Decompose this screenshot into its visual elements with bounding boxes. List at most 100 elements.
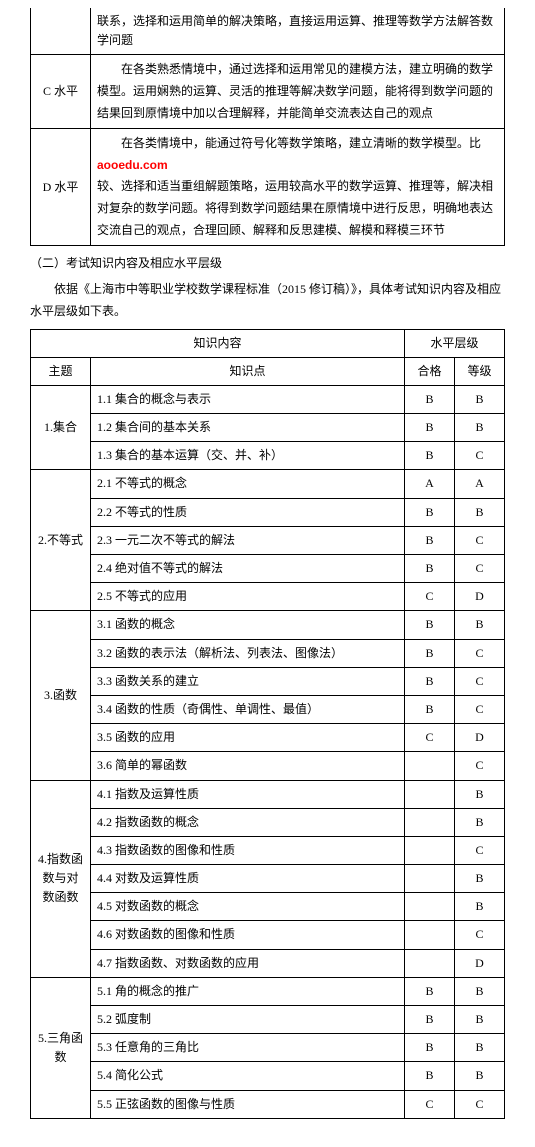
levels-table: 联系，选择和运用简单的解决策略，直接运用运算、推理等数学方法解答数学问题 C 水… xyxy=(30,8,505,246)
desc-post: 较、选择和适当重组解题策略，运用较高水平的数学运算、推理等，解决相对复杂的数学问… xyxy=(97,179,493,236)
pass-cell xyxy=(405,752,455,780)
grade-cell: B xyxy=(455,1062,505,1090)
point-cell: 3.3 函数关系的建立 xyxy=(91,667,405,695)
desc-cell: 联系，选择和运用简单的解决策略，直接运用运算、推理等数学方法解答数学问题 xyxy=(91,8,505,55)
pass-cell: B xyxy=(405,555,455,583)
knowledge-table: 知识内容 水平层级 主题 知识点 合格 等级 1.集合1.1 集合的概念与表示B… xyxy=(30,329,505,1119)
theme-cell: 5.三角函数 xyxy=(31,977,91,1118)
pass-cell: B xyxy=(405,498,455,526)
header-content: 知识内容 xyxy=(31,329,405,357)
level-cell xyxy=(31,8,91,55)
pass-cell: A xyxy=(405,470,455,498)
pass-cell xyxy=(405,949,455,977)
header-grade: 等级 xyxy=(455,357,505,385)
theme-cell: 2.不等式 xyxy=(31,470,91,611)
theme-cell: 4.指数函数与对数函数 xyxy=(31,780,91,977)
grade-cell: B xyxy=(455,414,505,442)
point-cell: 3.1 函数的概念 xyxy=(91,611,405,639)
grade-cell: D xyxy=(455,949,505,977)
pass-cell: B xyxy=(405,385,455,413)
grade-cell: B xyxy=(455,1006,505,1034)
grade-cell: C xyxy=(455,752,505,780)
point-cell: 4.2 指数函数的概念 xyxy=(91,808,405,836)
theme-cell: 1.集合 xyxy=(31,385,91,470)
pass-cell: B xyxy=(405,1034,455,1062)
point-cell: 5.4 简化公式 xyxy=(91,1062,405,1090)
grade-cell: B xyxy=(455,977,505,1005)
header-theme: 主题 xyxy=(31,357,91,385)
pass-cell: C xyxy=(405,724,455,752)
pass-cell xyxy=(405,893,455,921)
section-heading: （二）考试知识内容及相应水平层级 xyxy=(30,254,505,273)
point-cell: 5.5 正弦函数的图像与性质 xyxy=(91,1090,405,1118)
point-cell: 4.3 指数函数的图像和性质 xyxy=(91,836,405,864)
pass-cell: B xyxy=(405,695,455,723)
header-point: 知识点 xyxy=(91,357,405,385)
grade-cell: D xyxy=(455,583,505,611)
point-cell: 1.2 集合间的基本关系 xyxy=(91,414,405,442)
grade-cell: C xyxy=(455,836,505,864)
grade-cell: B xyxy=(455,865,505,893)
grade-cell: B xyxy=(455,498,505,526)
pass-cell: B xyxy=(405,1062,455,1090)
point-cell: 5.1 角的概念的推广 xyxy=(91,977,405,1005)
point-cell: 2.2 不等式的性质 xyxy=(91,498,405,526)
header-level: 水平层级 xyxy=(405,329,505,357)
grade-cell: B xyxy=(455,611,505,639)
grade-cell: B xyxy=(455,808,505,836)
desc-text: 在各类熟悉情境中，通过选择和运用常见的建模方法，建立明确的数学模型。运用娴熟的运… xyxy=(97,59,498,124)
point-cell: 2.3 一元二次不等式的解法 xyxy=(91,526,405,554)
pass-cell: B xyxy=(405,977,455,1005)
grade-cell: B xyxy=(455,385,505,413)
pass-cell: B xyxy=(405,1006,455,1034)
point-cell: 1.3 集合的基本运算（交、并、补） xyxy=(91,442,405,470)
pass-cell: B xyxy=(405,526,455,554)
point-cell: 5.2 弧度制 xyxy=(91,1006,405,1034)
theme-cell: 3.函数 xyxy=(31,611,91,780)
point-cell: 3.2 函数的表示法（解析法、列表法、图像法） xyxy=(91,639,405,667)
pass-cell xyxy=(405,808,455,836)
grade-cell: C xyxy=(455,1090,505,1118)
point-cell: 2.4 绝对值不等式的解法 xyxy=(91,555,405,583)
point-cell: 3.5 函数的应用 xyxy=(91,724,405,752)
point-cell: 2.5 不等式的应用 xyxy=(91,583,405,611)
pass-cell: B xyxy=(405,442,455,470)
level-cell: D 水平 xyxy=(31,129,91,246)
grade-cell: C xyxy=(455,442,505,470)
grade-cell: C xyxy=(455,695,505,723)
pass-cell xyxy=(405,836,455,864)
desc-pre: 在各类情境中，能通过符号化等数学策略，建立清晰的数学模型。比 xyxy=(97,136,481,150)
watermark-text: aooedu.com xyxy=(97,158,168,172)
point-cell: 5.3 任意角的三角比 xyxy=(91,1034,405,1062)
desc-cell: 在各类情境中，能通过符号化等数学策略，建立清晰的数学模型。比 aooedu.co… xyxy=(91,129,505,246)
grade-cell: B xyxy=(455,893,505,921)
pass-cell xyxy=(405,921,455,949)
grade-cell: C xyxy=(455,555,505,583)
body-paragraph: 依据《上海市中等职业学校数学课程标准（2015 修订稿）》，具体考试知识内容及相… xyxy=(30,279,505,322)
point-cell: 4.5 对数函数的概念 xyxy=(91,893,405,921)
pass-cell: B xyxy=(405,639,455,667)
desc-wrapper: 在各类情境中，能通过符号化等数学策略，建立清晰的数学模型。比 aooedu.co… xyxy=(97,133,498,241)
point-cell: 3.4 函数的性质（奇偶性、单调性、最值） xyxy=(91,695,405,723)
desc-text: 联系，选择和运用简单的解决策略，直接运用运算、推理等数学方法解答数学问题 xyxy=(97,12,498,50)
point-cell: 1.1 集合的概念与表示 xyxy=(91,385,405,413)
pass-cell: C xyxy=(405,583,455,611)
grade-cell: C xyxy=(455,921,505,949)
pass-cell: B xyxy=(405,414,455,442)
point-cell: 4.1 指数及运算性质 xyxy=(91,780,405,808)
level-cell: C 水平 xyxy=(31,55,91,129)
pass-cell xyxy=(405,780,455,808)
pass-cell: B xyxy=(405,667,455,695)
point-cell: 4.6 对数函数的图像和性质 xyxy=(91,921,405,949)
grade-cell: B xyxy=(455,780,505,808)
desc-cell: 在各类熟悉情境中，通过选择和运用常见的建模方法，建立明确的数学模型。运用娴熟的运… xyxy=(91,55,505,129)
point-cell: 2.1 不等式的概念 xyxy=(91,470,405,498)
grade-cell: B xyxy=(455,1034,505,1062)
point-cell: 4.7 指数函数、对数函数的应用 xyxy=(91,949,405,977)
pass-cell: C xyxy=(405,1090,455,1118)
point-cell: 4.4 对数及运算性质 xyxy=(91,865,405,893)
grade-cell: C xyxy=(455,639,505,667)
pass-cell xyxy=(405,865,455,893)
pass-cell: B xyxy=(405,611,455,639)
grade-cell: C xyxy=(455,667,505,695)
